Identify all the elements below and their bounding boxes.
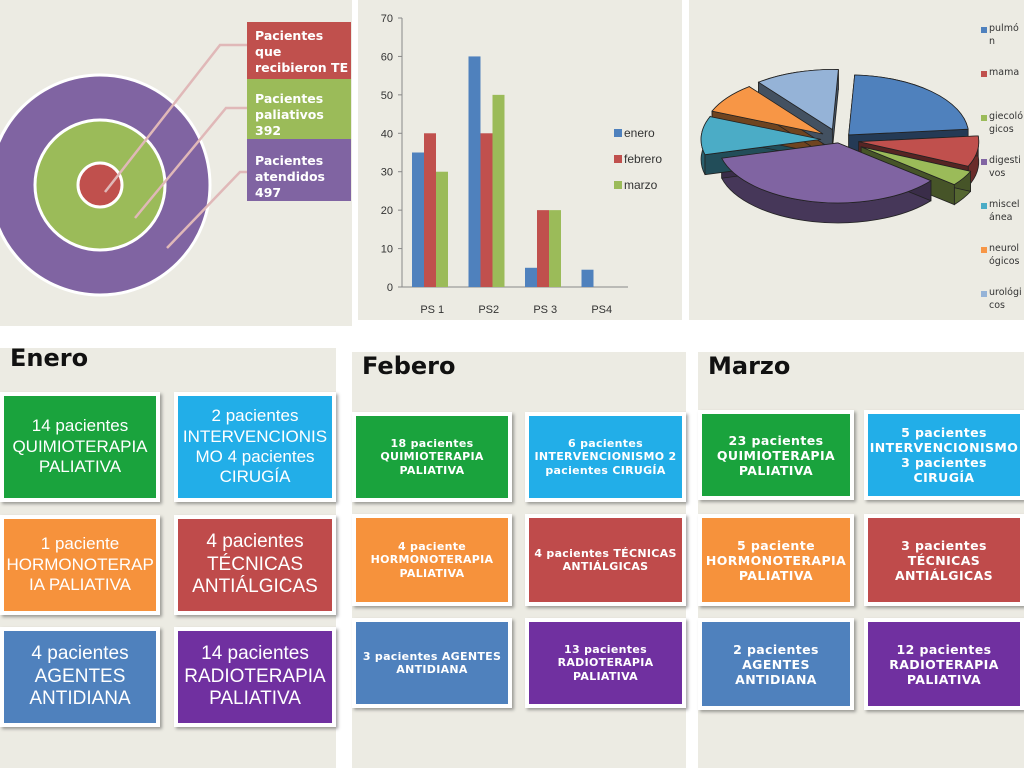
febrero-hormonoterapia-box: 4 paciente HORMONOTERAPIA PALIATIVA	[352, 514, 512, 606]
enero-quimioterapia-box: 14 pacientes QUIMIOTERAPIA PALIATIVA	[0, 392, 160, 502]
pie-legend-label: digesti vos	[989, 155, 1021, 179]
febrero-quimioterapia-box: 18 pacientes QUIMIOTERAPIA PALIATIVA	[352, 412, 512, 502]
pie-legend-swatch	[981, 203, 987, 209]
febrero-tecnicas-box: 4 pacientes TÉCNICAS ANTIÁLGICAS	[525, 514, 686, 606]
marzo-radioterapia-box: 12 pacientes RADIOTERAPIA PALIATIVA	[864, 618, 1024, 710]
bar-febrero-1	[480, 133, 493, 287]
x-tick-label: PS 1	[420, 304, 444, 316]
pie-chart-panel: pulmó n mama giecoló gicos digesti vos misce…	[689, 0, 1024, 320]
pie-legend-label: pulmó n	[989, 23, 1019, 47]
febrero-intervencionismo-box: 6 pacientes INTERVENCIONISMO 2 pacientes…	[525, 412, 686, 502]
x-tick-label: PS2	[478, 304, 499, 316]
enero-title: Enero	[10, 344, 89, 372]
donut-label-paliativos: Pacientes paliativos 392	[247, 79, 351, 139]
bar-febrero-2	[537, 210, 549, 287]
y-tick-label: 40	[381, 128, 393, 140]
bar-chart: 0 10 20 30 40 50 60 70 PS 1 PS2 PS 3 PS4 enero febrer…	[381, 13, 663, 316]
febrero-radioterapia-box: 13 pacientes RADIOTERAPIA PALIATIVA	[525, 618, 686, 708]
marzo-title: Marzo	[708, 352, 791, 380]
marzo-tecnicas-box: 3 pacientes TÉCNICAS ANTIÁLGICAS	[864, 514, 1024, 606]
febrero-title: Febero	[362, 352, 456, 380]
pie-slice-urológicos	[757, 69, 839, 131]
bar-febrero-0	[424, 133, 436, 287]
bar-enero-1	[468, 56, 481, 287]
pie-slice-pulmón	[848, 74, 969, 136]
donut-panel: Pacientes que recibieron TE 283 Paciente…	[0, 0, 352, 326]
x-tick-label: PS4	[591, 304, 612, 316]
pie-slice-neurológicos	[711, 86, 824, 135]
y-tick-label: 50	[381, 90, 393, 102]
pie-slice-digestivos	[721, 142, 932, 204]
marzo-agentes-box: 2 pacientes AGENTES ANTIDIANA	[698, 618, 854, 710]
enero-tecnicas-box: 4 pacientes TÉCNICAS ANTIÁLGICAS	[174, 515, 336, 615]
bar-chart-panel: 0 10 20 30 40 50 60 70 PS 1 PS2 PS 3 PS4 enero febrer…	[358, 0, 682, 320]
bar-enero-0	[412, 152, 424, 287]
pie-legend-swatch	[981, 291, 987, 297]
pie-legend-swatch	[981, 115, 987, 121]
legend-label-enero: enero	[624, 126, 655, 140]
donut-ring-te	[76, 161, 124, 209]
bar-marzo-2	[549, 210, 561, 287]
pie-legend-swatch	[981, 247, 987, 253]
pie-legend-label: urológi cos	[989, 287, 1022, 311]
febrero-agentes-box: 3 pacientes AGENTES ANTIDIANA	[352, 618, 512, 708]
pie-legend-label: neurol ógicos	[989, 243, 1020, 267]
bar-marzo-0	[436, 171, 448, 287]
enero-intervencionismo-box: 2 pacientes INTERVENCIONIS MO 4 paciente…	[174, 392, 336, 502]
marzo-quimioterapia-box: 23 pacientes QUIMIOTERAPIA PALIATIVA	[698, 410, 854, 500]
y-tick-label: 10	[381, 244, 393, 256]
pie-slice-mama	[858, 135, 980, 167]
pie-slice-giecológicos	[860, 146, 972, 186]
y-tick-label: 30	[381, 167, 393, 179]
y-tick-label: 70	[381, 13, 393, 25]
pie-legend-label: miscel ánea	[989, 199, 1020, 223]
bar-marzo-1	[492, 94, 505, 287]
legend-swatch-febrero	[614, 155, 622, 163]
x-tick-label: PS 3	[533, 304, 557, 316]
donut-connector-te	[104, 43, 247, 193]
pie-legend-label: mama	[989, 67, 1020, 78]
pie-chart	[700, 69, 980, 224]
marzo-intervencionismo-box: 5 pacientes INTERVENCIONISMO 3 pacientes…	[864, 410, 1024, 500]
legend-swatch-enero	[614, 129, 622, 137]
pie-legend-label: giecoló gicos	[989, 111, 1024, 135]
enero-radioterapia-box: 14 pacientes RADIOTERAPIA PALIATIVA	[174, 627, 336, 727]
bar-enero-2	[525, 267, 537, 287]
legend-label-marzo: marzo	[624, 178, 658, 192]
legend-swatch-marzo	[614, 181, 622, 189]
pie-legend-swatch	[981, 159, 987, 165]
donut-label-te: Pacientes que recibieron TE 283	[247, 22, 351, 91]
pie-legend-swatch	[981, 71, 987, 77]
enero-hormonoterapia-box: 1 paciente HORMONOTERAP IA PALIATIVA	[0, 515, 160, 615]
bar-enero-3	[581, 269, 594, 287]
donut-connector-paliativos	[134, 106, 247, 219]
y-tick-label: 60	[381, 51, 393, 63]
donut-connector-atendidos	[166, 170, 247, 249]
legend-label-febrero: febrero	[624, 152, 662, 166]
donut-chart	[0, 43, 247, 297]
donut-label-atendidos: Pacientes atendidos 497	[247, 139, 351, 201]
pie-legend-swatch	[981, 27, 987, 33]
marzo-hormonoterapia-box: 5 paciente HORMONOTERAPIA PALIATIVA	[698, 514, 854, 606]
pie-slice-misceláneas	[700, 116, 822, 156]
enero-agentes-box: 4 pacientes AGENTES ANTIDIANA	[0, 627, 160, 727]
y-tick-label: 20	[381, 205, 393, 217]
y-tick-label: 0	[387, 282, 393, 294]
